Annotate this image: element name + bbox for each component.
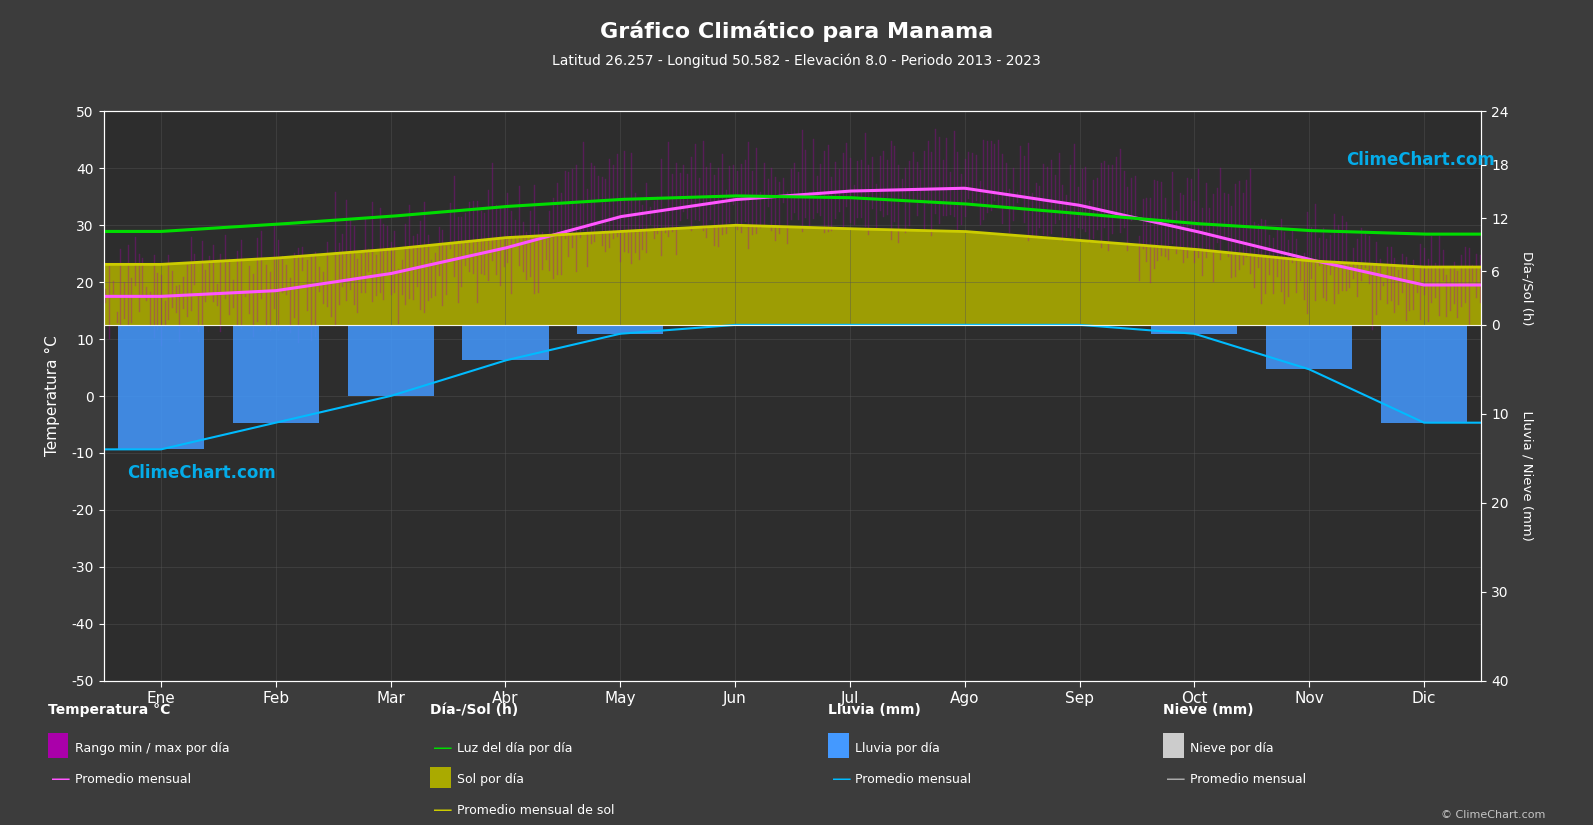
Y-axis label: Día-/Sol (h)                    Lluvia / Nieve (mm): Día-/Sol (h) Lluvia / Nieve (mm) bbox=[1521, 251, 1534, 541]
Text: Nieve por día: Nieve por día bbox=[1190, 742, 1273, 755]
Bar bbox=[347, 325, 433, 396]
Text: Temperatura °C: Temperatura °C bbox=[48, 703, 170, 717]
Y-axis label: Temperatura °C: Temperatura °C bbox=[45, 336, 61, 456]
Bar bbox=[1381, 325, 1467, 422]
Text: Promedio mensual: Promedio mensual bbox=[855, 773, 972, 786]
Text: Promedio mensual: Promedio mensual bbox=[1190, 773, 1306, 786]
Text: Lluvia por día: Lluvia por día bbox=[855, 742, 940, 755]
Text: Luz del día por día: Luz del día por día bbox=[457, 742, 573, 755]
Text: —: — bbox=[832, 770, 851, 790]
Text: Promedio mensual de sol: Promedio mensual de sol bbox=[457, 804, 615, 818]
Text: —: — bbox=[433, 801, 452, 821]
Text: Sol por día: Sol por día bbox=[457, 773, 524, 786]
Bar bbox=[118, 325, 204, 450]
Bar bbox=[462, 325, 548, 361]
Text: ClimeChart.com: ClimeChart.com bbox=[1346, 151, 1494, 169]
Text: Gráfico Climático para Manama: Gráfico Climático para Manama bbox=[601, 21, 992, 42]
Bar bbox=[577, 325, 663, 334]
Bar bbox=[1152, 325, 1238, 334]
Text: —: — bbox=[51, 770, 70, 790]
Text: Rango min / max por día: Rango min / max por día bbox=[75, 742, 229, 755]
Text: Latitud 26.257 - Longitud 50.582 - Elevación 8.0 - Periodo 2013 - 2023: Latitud 26.257 - Longitud 50.582 - Eleva… bbox=[553, 54, 1040, 68]
Text: —: — bbox=[1166, 770, 1185, 790]
Bar bbox=[1266, 325, 1352, 370]
Text: ClimeChart.com: ClimeChart.com bbox=[127, 464, 276, 483]
Text: Nieve (mm): Nieve (mm) bbox=[1163, 703, 1254, 717]
Text: Lluvia (mm): Lluvia (mm) bbox=[828, 703, 921, 717]
Bar bbox=[233, 325, 319, 422]
Text: Día-/Sol (h): Día-/Sol (h) bbox=[430, 703, 518, 717]
Text: Promedio mensual: Promedio mensual bbox=[75, 773, 191, 786]
Text: —: — bbox=[433, 738, 452, 758]
Text: © ClimeChart.com: © ClimeChart.com bbox=[1440, 810, 1545, 820]
